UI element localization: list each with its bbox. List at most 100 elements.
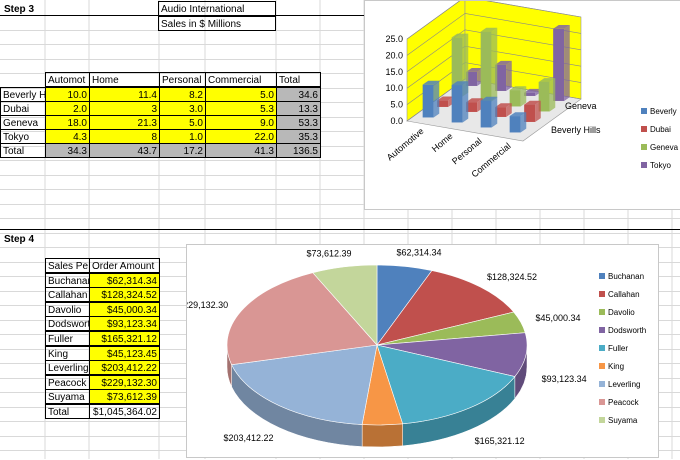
data-cell[interactable]: 22.0 xyxy=(205,129,277,144)
legend-entry: Dubai xyxy=(650,125,671,134)
bar-top xyxy=(466,68,483,72)
legend-entry: Callahan xyxy=(608,290,640,299)
row-label[interactable]: Beverly H xyxy=(0,87,46,102)
column-header[interactable]: Commercial xyxy=(205,72,277,87)
row-label[interactable]: Tokyo xyxy=(0,129,46,144)
column-header[interactable]: Automot xyxy=(45,72,90,87)
gridline xyxy=(406,13,582,56)
pie-chart-3d[interactable]: $62,314.34 $128,324.52 $45,000.34 $93,123.3… xyxy=(178,244,659,460)
y-tick-label: 15.0 xyxy=(385,67,403,77)
legend-swatch xyxy=(599,273,605,279)
legend-swatch xyxy=(599,417,605,423)
legend-entry: Tokyo xyxy=(650,161,671,170)
order-amount-cell[interactable]: $73,612.39 xyxy=(89,389,160,404)
column-total-cell[interactable]: 34.3 xyxy=(45,143,90,158)
pie-slice-callahan xyxy=(376,270,515,346)
row-label[interactable]: Geneva xyxy=(0,115,46,130)
sales-person-cell[interactable]: Davolio xyxy=(45,302,90,317)
data-cell[interactable]: 5.0 xyxy=(159,115,206,130)
pie-chart-svg: $62,314.34 $128,324.52 $45,000.34 $93,123.3… xyxy=(178,248,646,460)
order-amount-cell[interactable]: $45,000.34 xyxy=(89,302,160,317)
sales-person-cell[interactable]: Dodswort xyxy=(45,316,90,331)
step3-subtitle[interactable]: Sales in $ Millions xyxy=(158,16,276,31)
pie-data-label: $165,321.12 xyxy=(475,436,525,446)
data-cell[interactable]: 3.0 xyxy=(159,101,206,116)
legend-entry: King xyxy=(608,362,624,371)
order-amount-cell[interactable]: $45,123.45 xyxy=(89,346,160,361)
column-total-cell[interactable]: 43.7 xyxy=(89,143,160,158)
data-cell[interactable]: 8 xyxy=(89,129,160,144)
y-tick-label: 0.0 xyxy=(390,116,403,126)
data-cell[interactable]: 5.3 xyxy=(205,101,277,116)
gridline xyxy=(406,0,582,40)
data-cell[interactable]: 4.3 xyxy=(45,129,90,144)
bar-side xyxy=(433,80,440,118)
order-amount-cell[interactable]: $62,314.34 xyxy=(89,273,160,288)
column-total-cell[interactable]: 41.3 xyxy=(205,143,277,158)
data-cell[interactable]: 10.0 xyxy=(45,87,90,102)
total-label[interactable]: Total xyxy=(45,404,90,419)
sales-person-cell[interactable]: King xyxy=(45,346,90,361)
data-cell[interactable]: 8.2 xyxy=(159,87,206,102)
column-header[interactable]: Total xyxy=(276,72,321,87)
data-cell[interactable]: 3 xyxy=(89,101,160,116)
grand-total-cell[interactable]: $1,045,364.02 xyxy=(89,404,160,419)
pie-slice-peacock xyxy=(226,272,378,366)
bar-side xyxy=(535,100,541,122)
pie-data-label: $93,123.34 xyxy=(542,374,587,384)
legend-swatch xyxy=(599,399,605,405)
data-cell[interactable]: 9.0 xyxy=(205,115,277,130)
sales-person-cell[interactable]: Callahan xyxy=(45,287,90,302)
order-amount-cell[interactable]: $229,132.30 xyxy=(89,375,160,390)
row-total-cell[interactable]: 35.3 xyxy=(276,129,321,144)
legend-entry: Dodsworth xyxy=(608,326,646,335)
row-label[interactable]: Dubai xyxy=(0,101,46,116)
step3-title[interactable]: Audio International xyxy=(158,1,276,16)
sales-person-cell[interactable]: Buchanan xyxy=(45,273,90,288)
sales-person-cell[interactable]: Peacock xyxy=(45,375,90,390)
legend-entry: Peacock xyxy=(608,398,640,407)
legend-swatch xyxy=(641,126,647,132)
row-total-cell[interactable]: 13.3 xyxy=(276,101,321,116)
bar-tokyo-home xyxy=(495,64,507,91)
data-cell[interactable]: 5.0 xyxy=(205,87,277,102)
pie-data-label: $128,324.52 xyxy=(487,272,537,282)
legend-swatch xyxy=(599,291,605,297)
order-amount-cell[interactable]: $93,123.34 xyxy=(89,316,160,331)
total-label[interactable]: Total xyxy=(0,143,46,158)
bar-dubai-automotive xyxy=(437,100,449,107)
sales-person-cell[interactable]: Leverling xyxy=(45,360,90,375)
column-header[interactable]: Order Amount xyxy=(89,258,160,273)
sales-person-cell[interactable]: Fuller xyxy=(45,331,90,346)
data-cell[interactable]: 1.0 xyxy=(159,129,206,144)
bar-geneva-commercial xyxy=(538,81,550,112)
column-chart-3d[interactable]: 25.0 20.0 15.0 10.0 5.0 0.0 Automotive Home Pers… xyxy=(364,0,680,210)
grand-total-cell[interactable]: 136.5 xyxy=(276,143,321,158)
bar-side xyxy=(506,60,512,91)
sales-person-cell[interactable]: Suyama xyxy=(45,389,90,404)
column-total-cell[interactable]: 17.2 xyxy=(159,143,206,158)
bar-side xyxy=(520,86,527,107)
gridline xyxy=(406,29,582,73)
bar-dubai-commercial xyxy=(524,104,536,122)
order-amount-cell[interactable]: $165,321.12 xyxy=(89,331,160,346)
legend-swatch xyxy=(641,162,647,168)
data-cell[interactable]: 21.3 xyxy=(89,115,160,130)
column-header[interactable]: Personal xyxy=(159,72,206,87)
column-header[interactable]: Sales Pe xyxy=(45,258,90,273)
legend-swatch xyxy=(641,108,647,114)
data-cell[interactable]: 18.0 xyxy=(45,115,90,130)
order-amount-cell[interactable]: $203,412.22 xyxy=(89,360,160,375)
bar-geneva-home xyxy=(480,31,492,102)
pie-side-king xyxy=(361,423,403,448)
row-total-cell[interactable]: 34.6 xyxy=(276,87,321,102)
bar-top xyxy=(437,96,454,101)
column-header[interactable]: Home xyxy=(89,72,160,87)
legend-entry: Buchanan xyxy=(608,272,644,281)
data-cell[interactable]: 11.4 xyxy=(89,87,160,102)
order-amount-cell[interactable]: $128,324.52 xyxy=(89,287,160,302)
data-cell[interactable]: 2.0 xyxy=(45,101,90,116)
x-category-label: Automotive xyxy=(385,126,426,163)
row-total-cell[interactable]: 53.3 xyxy=(276,115,321,130)
pie-slice-fuller xyxy=(376,344,516,425)
